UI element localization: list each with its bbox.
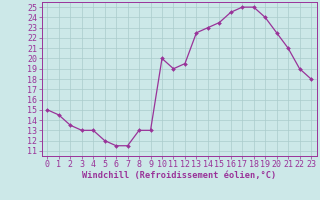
X-axis label: Windchill (Refroidissement éolien,°C): Windchill (Refroidissement éolien,°C) bbox=[82, 171, 276, 180]
